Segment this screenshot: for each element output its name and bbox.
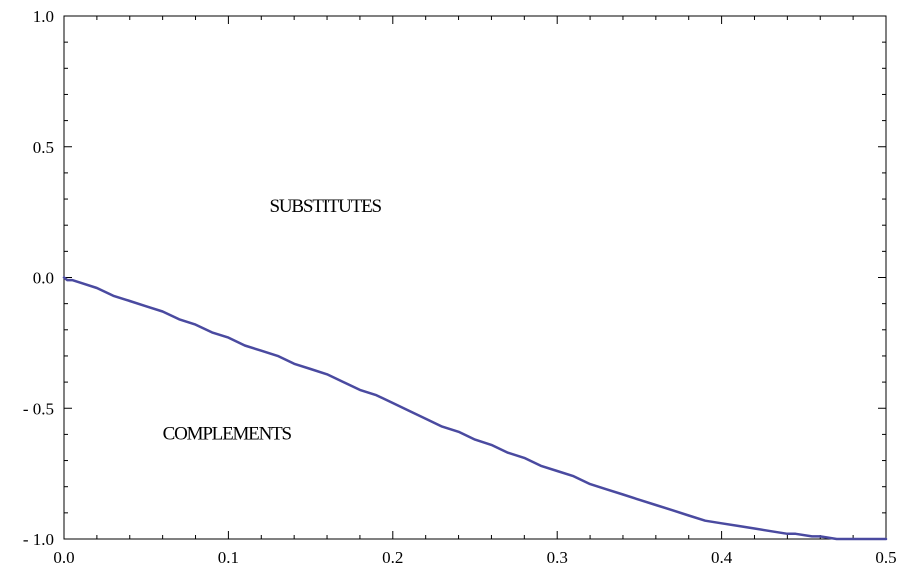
y-tick-labels: 1.0 0.5 0.0 - 0.5 - 1.0: [23, 7, 54, 549]
ticks: [63, 15, 887, 540]
annotation-label: SUBSTITUTES: [270, 196, 382, 217]
x-tick-label: 0.3: [547, 548, 568, 567]
x-tick-label: 0.0: [53, 548, 74, 567]
x-tick-label: 0.5: [875, 548, 896, 567]
y-tick-label: - 0.5: [23, 399, 54, 418]
x-tick-labels: 0.0 0.1 0.2 0.3 0.4 0.5: [53, 548, 896, 567]
y-tick-label: 1.0: [33, 7, 54, 26]
x-tick-label: 0.4: [711, 548, 733, 567]
series: [62, 276, 888, 541]
y-tick-label: 0.0: [33, 269, 54, 288]
annotation-label: COMPLEMENTS: [163, 424, 292, 445]
plot-frame: [63, 15, 887, 540]
y-tick-label: 0.5: [33, 138, 54, 157]
annotations: SUBSTITUTES COMPLEMENTS: [163, 196, 383, 445]
x-tick-label: 0.2: [382, 548, 403, 567]
y-tick-label: - 1.0: [23, 530, 54, 549]
series-line-1: [62, 276, 888, 541]
x-tick-label: 0.1: [218, 548, 239, 567]
